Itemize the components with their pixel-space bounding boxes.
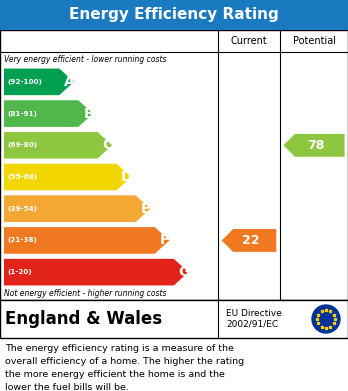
Text: B: B [83, 107, 94, 120]
Bar [0, 0, 348, 30]
Text: (39-54): (39-54) [7, 206, 37, 212]
Polygon shape [4, 259, 188, 285]
Text: Not energy efficient - higher running costs: Not energy efficient - higher running co… [4, 289, 166, 298]
Bar [0, 30, 348, 300]
Text: (92-100): (92-100) [7, 79, 42, 85]
Circle shape [312, 305, 340, 333]
Polygon shape [4, 100, 93, 127]
Polygon shape [4, 227, 169, 254]
Polygon shape [4, 196, 150, 222]
Text: E: E [141, 202, 151, 216]
Text: 22: 22 [242, 234, 260, 247]
Text: F: F [160, 233, 170, 248]
Text: (81-91): (81-91) [7, 111, 37, 117]
Text: Current: Current [231, 36, 267, 46]
Text: Very energy efficient - lower running costs: Very energy efficient - lower running co… [4, 54, 166, 63]
Text: Potential: Potential [293, 36, 335, 46]
Text: (69-80): (69-80) [7, 142, 37, 148]
Bar [0, 300, 348, 338]
Text: (21-38): (21-38) [7, 237, 37, 244]
Text: A: A [64, 75, 75, 89]
Polygon shape [222, 229, 276, 252]
Text: England & Wales: England & Wales [5, 310, 162, 328]
Text: The energy efficiency rating is a measure of the
overall efficiency of a home. T: The energy efficiency rating is a measur… [5, 344, 244, 391]
Text: (1-20): (1-20) [7, 269, 32, 275]
Polygon shape [283, 134, 345, 157]
Text: Energy Efficiency Rating: Energy Efficiency Rating [69, 7, 279, 23]
Text: C: C [103, 138, 113, 152]
Text: G: G [179, 265, 190, 279]
Polygon shape [4, 132, 112, 159]
Polygon shape [4, 68, 74, 95]
Polygon shape [4, 164, 131, 190]
Text: EU Directive
2002/91/EC: EU Directive 2002/91/EC [226, 309, 282, 329]
Text: (55-68): (55-68) [7, 174, 37, 180]
Text: D: D [121, 170, 133, 184]
Text: 78: 78 [307, 139, 324, 152]
